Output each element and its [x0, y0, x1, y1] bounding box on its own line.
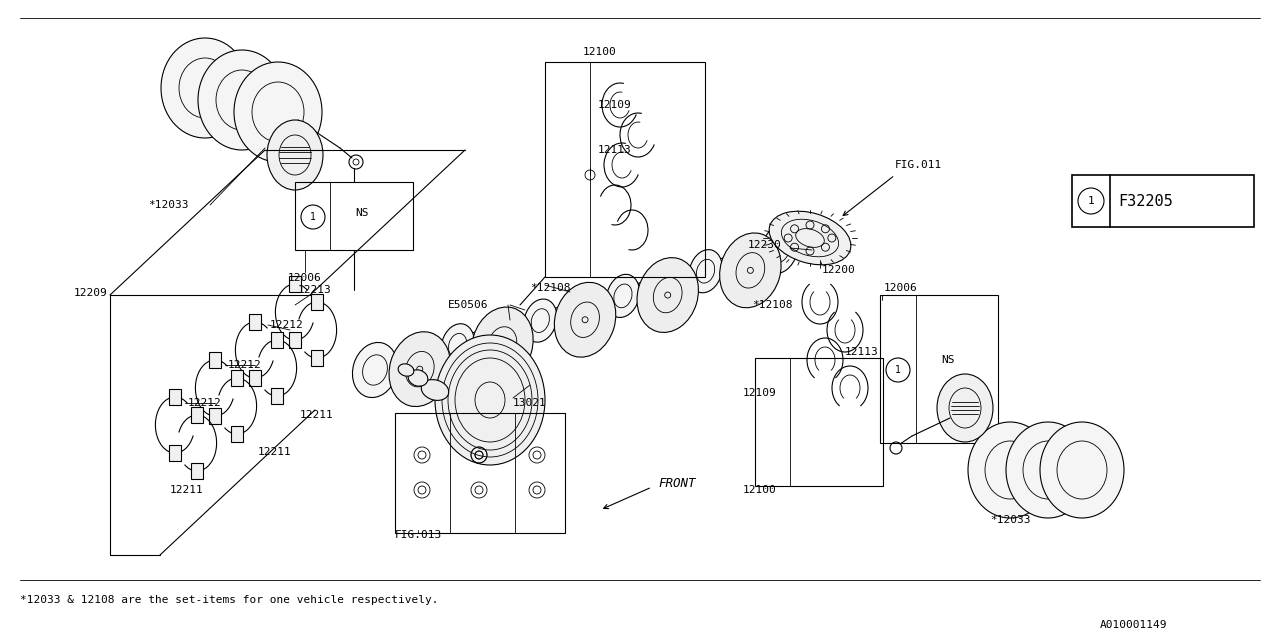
Text: 12200: 12200	[822, 265, 856, 275]
Ellipse shape	[554, 282, 616, 357]
Ellipse shape	[968, 422, 1052, 518]
Text: *12033: *12033	[148, 200, 188, 210]
Ellipse shape	[637, 258, 699, 332]
Ellipse shape	[524, 299, 557, 342]
Ellipse shape	[435, 335, 545, 465]
Bar	[294, 182, 413, 250]
Bar	[191, 463, 204, 479]
Text: 12100: 12100	[584, 47, 617, 57]
Ellipse shape	[760, 225, 799, 274]
Bar	[311, 294, 323, 310]
Ellipse shape	[421, 380, 449, 401]
Text: 12113: 12113	[845, 347, 879, 357]
Text: F32205: F32205	[1117, 193, 1172, 209]
Text: 12113: 12113	[598, 145, 632, 155]
Bar	[396, 413, 564, 533]
Text: A010001149: A010001149	[1100, 620, 1167, 630]
Text: E50506: E50506	[448, 300, 489, 310]
Ellipse shape	[389, 332, 451, 406]
Text: 12211: 12211	[170, 485, 204, 495]
Ellipse shape	[398, 364, 413, 376]
Ellipse shape	[352, 342, 398, 397]
Text: 12230: 12230	[748, 240, 782, 250]
Text: 12212: 12212	[270, 320, 303, 330]
Bar	[311, 350, 323, 366]
Text: *12108: *12108	[753, 300, 792, 310]
Bar	[169, 445, 180, 461]
Text: FIG.011: FIG.011	[895, 160, 942, 170]
Bar	[881, 295, 998, 443]
Text: 12006: 12006	[288, 273, 321, 283]
Ellipse shape	[769, 211, 851, 265]
Ellipse shape	[161, 38, 250, 138]
Bar	[289, 276, 301, 292]
Bar	[250, 314, 261, 330]
Text: 12212: 12212	[228, 360, 261, 370]
Ellipse shape	[689, 250, 722, 292]
Bar	[209, 352, 221, 368]
Bar	[169, 389, 180, 405]
Bar	[755, 358, 883, 486]
Bar	[545, 62, 705, 277]
Ellipse shape	[234, 62, 323, 162]
Text: NS: NS	[356, 208, 369, 218]
Ellipse shape	[1039, 422, 1124, 518]
Text: 12211: 12211	[300, 410, 334, 420]
Ellipse shape	[719, 233, 781, 308]
Ellipse shape	[607, 275, 640, 317]
Bar	[250, 370, 261, 386]
Text: 12109: 12109	[744, 388, 777, 398]
Text: 12213: 12213	[298, 285, 332, 295]
Bar	[271, 332, 283, 348]
Text: FIG.013: FIG.013	[394, 530, 442, 540]
Bar	[289, 332, 301, 348]
Text: *12108: *12108	[530, 283, 571, 293]
Ellipse shape	[198, 50, 285, 150]
Text: 1: 1	[895, 365, 901, 375]
Text: 12100: 12100	[744, 485, 777, 495]
Bar	[1073, 175, 1254, 227]
Ellipse shape	[937, 374, 993, 442]
Bar	[191, 407, 204, 423]
Text: 12211: 12211	[259, 447, 292, 457]
Text: 1: 1	[1088, 196, 1094, 206]
Text: 12109: 12109	[598, 100, 632, 110]
Ellipse shape	[1006, 422, 1091, 518]
Bar	[209, 408, 221, 424]
Text: 12006: 12006	[884, 283, 918, 293]
Text: *12033 & 12108 are the set-items for one vehicle respectively.: *12033 & 12108 are the set-items for one…	[20, 595, 439, 605]
Bar	[271, 388, 283, 404]
Ellipse shape	[408, 370, 428, 386]
Text: *12033: *12033	[989, 515, 1030, 525]
Bar	[230, 370, 243, 386]
Text: 13021: 13021	[513, 398, 547, 408]
Ellipse shape	[268, 120, 323, 190]
Text: 1: 1	[310, 212, 316, 222]
Ellipse shape	[442, 324, 474, 367]
Text: FRONT: FRONT	[658, 477, 695, 490]
Text: 12212: 12212	[188, 398, 221, 408]
Ellipse shape	[471, 307, 534, 382]
Text: 12209: 12209	[74, 288, 108, 298]
Bar	[230, 426, 243, 442]
Text: NS: NS	[941, 355, 955, 365]
